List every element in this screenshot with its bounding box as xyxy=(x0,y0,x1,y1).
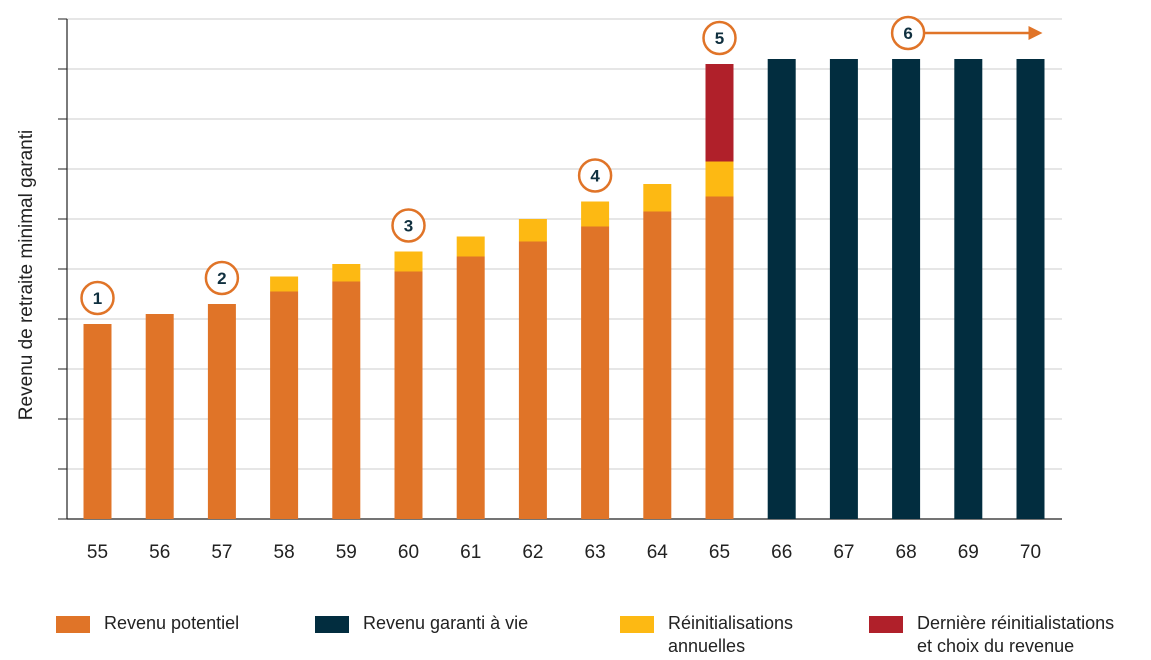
bar-resets-58 xyxy=(270,276,299,292)
x-tick-label-55: 55 xyxy=(87,542,108,563)
x-tick-label-66: 66 xyxy=(771,542,792,563)
bar-resets-61 xyxy=(456,236,485,257)
bar-resets-63 xyxy=(581,201,610,227)
annotation-number-6: 6 xyxy=(903,24,912,43)
arrow-right-icon xyxy=(1028,26,1043,40)
bar-lifetime-66 xyxy=(767,59,796,519)
chart-legend: Revenu potentiel Revenu garanti à vie Ré… xyxy=(0,612,1151,660)
x-tick-label-65: 65 xyxy=(709,542,730,563)
bar-potential-65 xyxy=(705,196,734,519)
bar-potential-59 xyxy=(332,281,361,519)
x-tick-label-64: 64 xyxy=(647,542,669,563)
legend-item-potential: Revenu potentiel xyxy=(56,612,239,635)
legend-swatch-resets xyxy=(620,616,654,633)
bar-potential-61 xyxy=(456,256,485,519)
y-axis-label: Revenu de retraite minimal garanti xyxy=(16,130,37,420)
x-tick-label-59: 59 xyxy=(336,542,357,563)
x-tick-label-57: 57 xyxy=(211,542,232,563)
legend-label-final-line1: Dernière réinitialistations xyxy=(917,613,1115,633)
legend-item-lifetime: Revenu garanti à vie xyxy=(315,612,528,635)
x-tick-label-69: 69 xyxy=(958,542,979,563)
annotation-number-2: 2 xyxy=(217,269,226,288)
x-tick-label-61: 61 xyxy=(460,542,481,563)
annotation-badge-4 xyxy=(577,158,613,193)
bar-lifetime-67 xyxy=(829,59,858,519)
bar-resets-59 xyxy=(332,264,361,282)
x-tick-label-68: 68 xyxy=(896,542,917,563)
legend-item-final: Dernière réinitialistations et choix du … xyxy=(869,612,1114,658)
bar-final-65 xyxy=(705,64,734,162)
x-tick-label-67: 67 xyxy=(833,542,854,563)
legend-swatch-lifetime xyxy=(315,616,349,633)
bar-resets-64 xyxy=(643,184,672,212)
legend-label-final-line2: et choix du revenue xyxy=(917,636,1075,656)
bar-resets-62 xyxy=(518,219,547,242)
legend-swatch-potential xyxy=(56,616,90,633)
x-tick-label-70: 70 xyxy=(1020,542,1041,563)
x-tick-label-58: 58 xyxy=(274,542,295,563)
x-tick-label-56: 56 xyxy=(149,542,170,563)
bar-potential-60 xyxy=(394,271,423,519)
legend-item-resets: Réinitialisations annuelles xyxy=(620,612,793,658)
bar-lifetime-68 xyxy=(892,59,921,519)
legend-label-lifetime: Revenu garanti à vie xyxy=(363,613,529,633)
bar-potential-64 xyxy=(643,211,672,519)
annotation-badge-1 xyxy=(80,280,115,316)
annotation-badge-3 xyxy=(391,208,426,243)
annotation-number-1: 1 xyxy=(93,289,102,308)
bar-resets-65 xyxy=(705,161,734,197)
annotation-number-4: 4 xyxy=(590,167,600,186)
x-tick-label-60: 60 xyxy=(398,542,419,563)
annotation-number-5: 5 xyxy=(715,29,724,48)
annotation-badge-2 xyxy=(204,260,240,296)
annotation-number-3: 3 xyxy=(404,217,413,236)
x-tick-label-63: 63 xyxy=(585,542,606,563)
legend-label-resets-line1: Réinitialisations xyxy=(668,613,794,633)
bar-potential-58 xyxy=(270,291,299,519)
bar-potential-56 xyxy=(145,314,174,519)
x-tick-label-62: 62 xyxy=(522,542,543,563)
bar-potential-57 xyxy=(207,304,236,519)
bar-potential-62 xyxy=(518,241,547,519)
bar-lifetime-69 xyxy=(954,59,983,519)
bar-potential-63 xyxy=(581,226,610,519)
annotation-badge-5 xyxy=(702,20,737,56)
legend-label-potential: Revenu potentiel xyxy=(104,613,240,633)
legend-swatch-final xyxy=(869,616,903,633)
bar-lifetime-70 xyxy=(1016,59,1045,519)
bar-potential-55 xyxy=(83,324,112,519)
legend-label-resets-line2: annuelles xyxy=(668,636,746,656)
bar-resets-60 xyxy=(394,251,423,272)
